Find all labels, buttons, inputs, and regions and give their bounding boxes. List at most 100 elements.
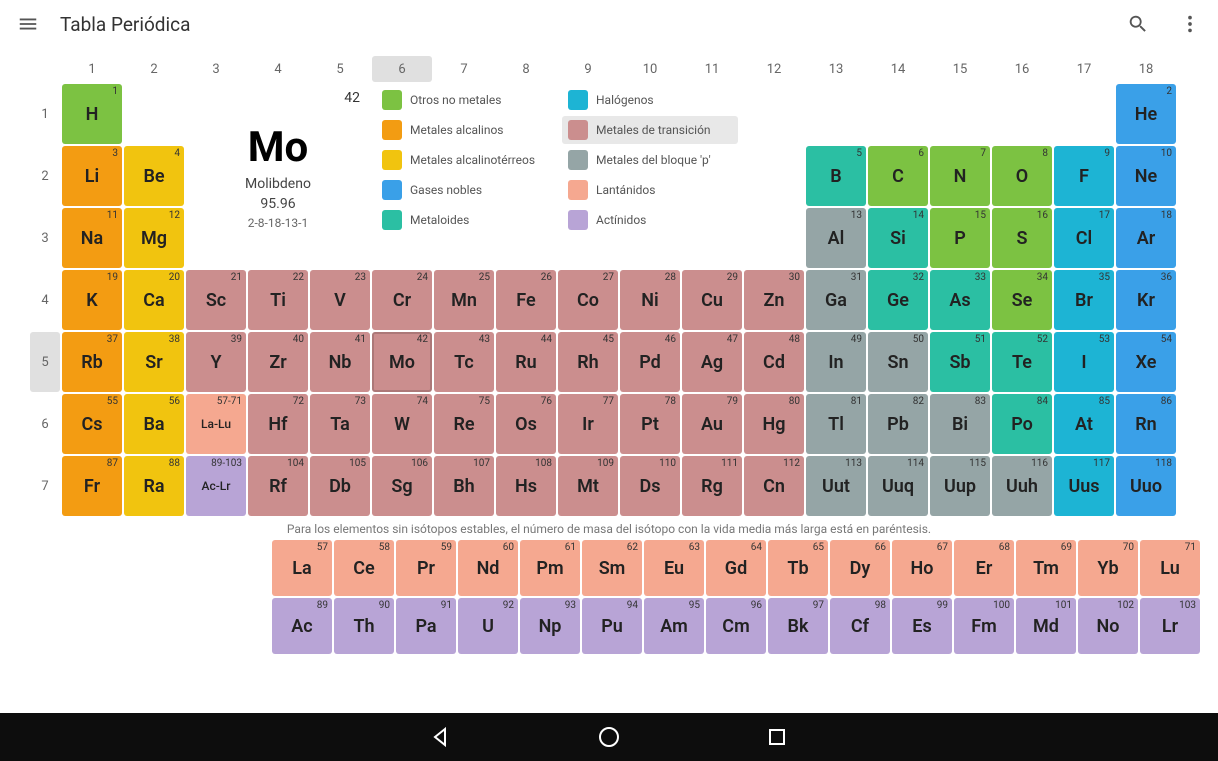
element-cell-Uuq[interactable]: 114Uuq: [868, 456, 928, 516]
legend-item-alkali_metals[interactable]: Metales alcalinos: [376, 116, 552, 144]
element-cell-La[interactable]: 57La: [272, 540, 332, 596]
element-cell-Ar[interactable]: 18Ar: [1116, 208, 1176, 268]
element-cell-Ho[interactable]: 67Ho: [892, 540, 952, 596]
element-cell-Ra[interactable]: 88Ra: [124, 456, 184, 516]
element-cell-Sb[interactable]: 51Sb: [930, 332, 990, 392]
legend-item-transition_metals[interactable]: Metales de transición: [562, 116, 738, 144]
element-cell-Al[interactable]: 13Al: [806, 208, 866, 268]
element-cell-Uuo[interactable]: 118Uuo: [1116, 456, 1176, 516]
column-header-7[interactable]: 7: [434, 56, 494, 82]
element-cell-La-Lu[interactable]: 57-71La-Lu: [186, 394, 246, 454]
element-cell-Ni[interactable]: 28Ni: [620, 270, 680, 330]
element-cell-Sn[interactable]: 50Sn: [868, 332, 928, 392]
column-header-8[interactable]: 8: [496, 56, 556, 82]
element-cell-Rh[interactable]: 45Rh: [558, 332, 618, 392]
element-cell-Ds[interactable]: 110Ds: [620, 456, 680, 516]
element-cell-Np[interactable]: 93Np: [520, 598, 580, 654]
element-cell-Y[interactable]: 39Y: [186, 332, 246, 392]
element-cell-Lr[interactable]: 103Lr: [1140, 598, 1200, 654]
element-cell-Ag[interactable]: 47Ag: [682, 332, 742, 392]
column-header-3[interactable]: 3: [186, 56, 246, 82]
element-cell-Tb[interactable]: 65Tb: [768, 540, 828, 596]
element-cell-Nd[interactable]: 60Nd: [458, 540, 518, 596]
element-cell-Xe[interactable]: 54Xe: [1116, 332, 1176, 392]
element-cell-Md[interactable]: 101Md: [1016, 598, 1076, 654]
element-cell-Rg[interactable]: 111Rg: [682, 456, 742, 516]
recent-icon[interactable]: [763, 723, 791, 751]
element-cell-Si[interactable]: 14Si: [868, 208, 928, 268]
element-cell-Es[interactable]: 99Es: [892, 598, 952, 654]
element-cell-Uuh[interactable]: 116Uuh: [992, 456, 1052, 516]
element-cell-Be[interactable]: 4Be: [124, 146, 184, 206]
row-header-7[interactable]: 7: [30, 456, 60, 516]
element-cell-H[interactable]: 1H: [62, 84, 122, 144]
column-header-2[interactable]: 2: [124, 56, 184, 82]
element-cell-Ge[interactable]: 32Ge: [868, 270, 928, 330]
column-header-16[interactable]: 16: [992, 56, 1052, 82]
element-cell-F[interactable]: 9F: [1054, 146, 1114, 206]
legend-item-post_transition[interactable]: Metales del bloque 'p': [562, 146, 738, 174]
element-cell-Sr[interactable]: 38Sr: [124, 332, 184, 392]
element-cell-Hg[interactable]: 80Hg: [744, 394, 804, 454]
element-cell-Zn[interactable]: 30Zn: [744, 270, 804, 330]
element-cell-Ba[interactable]: 56Ba: [124, 394, 184, 454]
row-header-5[interactable]: 5: [30, 332, 60, 392]
element-cell-U[interactable]: 92U: [458, 598, 518, 654]
legend-item-actinides[interactable]: Actínidos: [562, 206, 738, 234]
column-header-18[interactable]: 18: [1116, 56, 1176, 82]
element-cell-Li[interactable]: 3Li: [62, 146, 122, 206]
element-cell-Kr[interactable]: 36Kr: [1116, 270, 1176, 330]
legend-item-alkaline_earth[interactable]: Metales alcalinotérreos: [376, 146, 552, 174]
element-cell-Ta[interactable]: 73Ta: [310, 394, 370, 454]
element-cell-Rf[interactable]: 104Rf: [248, 456, 308, 516]
column-header-13[interactable]: 13: [806, 56, 866, 82]
element-cell-Na[interactable]: 11Na: [62, 208, 122, 268]
element-cell-Pb[interactable]: 82Pb: [868, 394, 928, 454]
element-cell-V[interactable]: 23V: [310, 270, 370, 330]
element-cell-Rn[interactable]: 86Rn: [1116, 394, 1176, 454]
row-header-4[interactable]: 4: [30, 270, 60, 330]
column-header-15[interactable]: 15: [930, 56, 990, 82]
element-cell-Cs[interactable]: 55Cs: [62, 394, 122, 454]
element-cell-I[interactable]: 53I: [1054, 332, 1114, 392]
element-cell-Cu[interactable]: 29Cu: [682, 270, 742, 330]
element-cell-Ac-Lr[interactable]: 89-103Ac-Lr: [186, 456, 246, 516]
element-cell-Fm[interactable]: 100Fm: [954, 598, 1014, 654]
element-cell-Eu[interactable]: 63Eu: [644, 540, 704, 596]
column-header-5[interactable]: 5: [310, 56, 370, 82]
menu-icon[interactable]: [16, 12, 40, 36]
element-cell-N[interactable]: 7N: [930, 146, 990, 206]
element-cell-Zr[interactable]: 40Zr: [248, 332, 308, 392]
element-cell-Db[interactable]: 105Db: [310, 456, 370, 516]
element-cell-As[interactable]: 33As: [930, 270, 990, 330]
element-cell-Nb[interactable]: 41Nb: [310, 332, 370, 392]
row-header-1[interactable]: 1: [30, 84, 60, 144]
element-cell-Br[interactable]: 35Br: [1054, 270, 1114, 330]
element-cell-Pu[interactable]: 94Pu: [582, 598, 642, 654]
element-cell-Ru[interactable]: 44Ru: [496, 332, 556, 392]
legend-item-halogens[interactable]: Halógenos: [562, 86, 738, 114]
element-cell-Pa[interactable]: 91Pa: [396, 598, 456, 654]
element-cell-W[interactable]: 74W: [372, 394, 432, 454]
element-cell-Ga[interactable]: 31Ga: [806, 270, 866, 330]
column-header-6[interactable]: 6: [372, 56, 432, 82]
element-cell-Hf[interactable]: 72Hf: [248, 394, 308, 454]
element-cell-Po[interactable]: 84Po: [992, 394, 1052, 454]
element-cell-Pr[interactable]: 59Pr: [396, 540, 456, 596]
legend-item-lanthanides[interactable]: Lantánidos: [562, 176, 738, 204]
element-cell-Sc[interactable]: 21Sc: [186, 270, 246, 330]
element-cell-Yb[interactable]: 70Yb: [1078, 540, 1138, 596]
element-cell-Cf[interactable]: 98Cf: [830, 598, 890, 654]
element-cell-Te[interactable]: 52Te: [992, 332, 1052, 392]
element-cell-Uut[interactable]: 113Uut: [806, 456, 866, 516]
element-cell-Ti[interactable]: 22Ti: [248, 270, 308, 330]
element-cell-Os[interactable]: 76Os: [496, 394, 556, 454]
element-cell-O[interactable]: 8O: [992, 146, 1052, 206]
element-cell-Ac[interactable]: 89Ac: [272, 598, 332, 654]
column-header-9[interactable]: 9: [558, 56, 618, 82]
element-cell-Uup[interactable]: 115Uup: [930, 456, 990, 516]
column-header-10[interactable]: 10: [620, 56, 680, 82]
element-cell-Mo[interactable]: 42Mo: [372, 332, 432, 392]
element-cell-Fr[interactable]: 87Fr: [62, 456, 122, 516]
element-cell-Sg[interactable]: 106Sg: [372, 456, 432, 516]
